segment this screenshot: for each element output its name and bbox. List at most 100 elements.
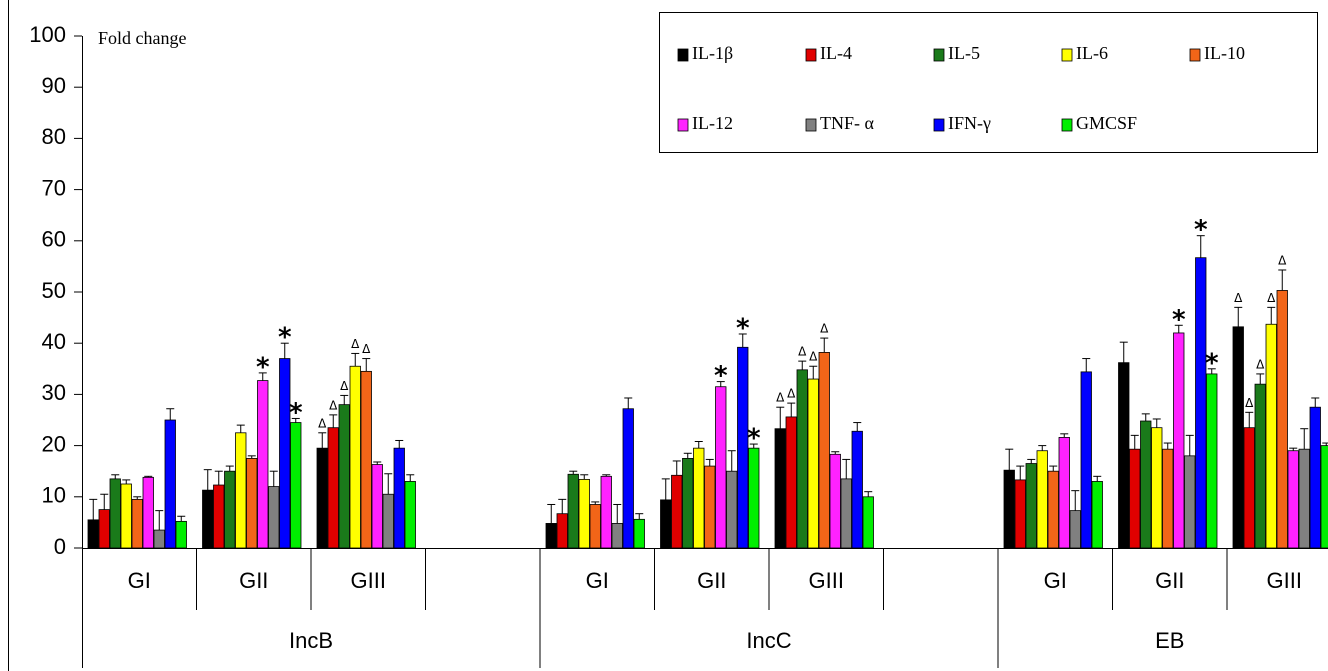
bar bbox=[589, 504, 601, 549]
error-bar bbox=[547, 503, 556, 524]
error-bar bbox=[1060, 433, 1069, 438]
error-bar bbox=[591, 501, 600, 505]
y-tick-label: 10 bbox=[42, 483, 66, 508]
bar bbox=[224, 470, 236, 549]
bar bbox=[829, 453, 841, 549]
error-bar bbox=[853, 422, 862, 432]
x-tick-label: GIII bbox=[809, 568, 844, 593]
bar bbox=[660, 499, 672, 549]
error-bar bbox=[749, 443, 758, 449]
bar bbox=[1287, 450, 1299, 549]
bar bbox=[98, 509, 110, 549]
error-bar bbox=[1278, 269, 1287, 291]
significance-marker: * bbox=[1205, 348, 1219, 378]
legend-swatch bbox=[1189, 48, 1201, 62]
legend-swatch bbox=[677, 48, 689, 62]
legend-label: IL-10 bbox=[1204, 43, 1245, 63]
significance-marker: * bbox=[289, 398, 303, 428]
bar bbox=[611, 523, 623, 549]
significance-marker: Δ bbox=[1245, 396, 1254, 410]
y-tick-label: 50 bbox=[42, 278, 66, 303]
bar bbox=[1140, 420, 1152, 549]
significance-marker: Δ bbox=[820, 322, 829, 336]
x-tick-label: GIII bbox=[1267, 568, 1302, 593]
bar bbox=[578, 478, 590, 549]
error-bar bbox=[280, 342, 289, 359]
significance-marker: * bbox=[736, 313, 750, 343]
error-bar bbox=[1027, 458, 1036, 464]
y-tick-label: 90 bbox=[42, 73, 66, 98]
bar bbox=[726, 470, 738, 549]
bar bbox=[142, 476, 154, 549]
error-bar bbox=[1005, 448, 1014, 471]
legend-swatch bbox=[1061, 118, 1073, 132]
bar bbox=[1162, 448, 1174, 549]
error-bar bbox=[727, 450, 736, 472]
error-bar bbox=[705, 458, 714, 467]
bar bbox=[1080, 371, 1092, 549]
bar bbox=[851, 430, 863, 549]
significance-marker: Δ bbox=[787, 387, 796, 401]
error-bar bbox=[1322, 442, 1328, 446]
error-bar bbox=[1016, 465, 1025, 480]
bar bbox=[246, 457, 258, 549]
error-bar bbox=[1152, 418, 1161, 428]
error-bar bbox=[1038, 445, 1047, 451]
error-bar bbox=[236, 424, 245, 433]
legend-label: IL-6 bbox=[1076, 43, 1108, 63]
error-bar bbox=[1234, 306, 1243, 327]
x-tick-label: GIII bbox=[351, 568, 386, 593]
legend-label: IL-5 bbox=[948, 43, 980, 63]
legend-box bbox=[659, 12, 1318, 153]
error-bar bbox=[1141, 413, 1150, 422]
error-bar bbox=[694, 441, 703, 449]
error-bar bbox=[661, 478, 670, 500]
error-bar bbox=[635, 513, 644, 520]
bar bbox=[131, 498, 143, 549]
significance-marker: Δ bbox=[351, 337, 360, 351]
bar bbox=[1206, 373, 1218, 549]
legend-swatch bbox=[805, 48, 817, 62]
error-bar bbox=[100, 493, 109, 510]
legend-label: IL-4 bbox=[820, 43, 852, 63]
error-bar bbox=[1093, 475, 1102, 482]
significance-marker: Δ bbox=[1234, 291, 1243, 305]
group-label: IncC bbox=[746, 628, 791, 653]
error-bar bbox=[613, 503, 622, 524]
bar bbox=[862, 496, 874, 549]
error-bar bbox=[683, 452, 692, 459]
error-bar bbox=[672, 460, 681, 476]
bar bbox=[153, 529, 165, 549]
bar bbox=[1003, 469, 1015, 549]
legend-swatch bbox=[677, 118, 689, 132]
significance-marker: Δ bbox=[318, 416, 327, 430]
error-bar bbox=[569, 470, 578, 475]
bar bbox=[393, 447, 405, 549]
error-bar bbox=[329, 414, 338, 428]
y-tick-label: 0 bbox=[54, 534, 66, 559]
bar bbox=[1036, 450, 1048, 549]
error-bar bbox=[155, 510, 164, 531]
error-bar bbox=[1300, 428, 1309, 450]
x-tick-label: GI bbox=[1044, 568, 1067, 593]
error-bar bbox=[820, 337, 829, 353]
y-tick-label: 80 bbox=[42, 124, 66, 149]
bar bbox=[213, 484, 225, 549]
bar bbox=[1232, 326, 1244, 549]
bar bbox=[774, 428, 786, 549]
significance-marker: Δ bbox=[1278, 253, 1287, 267]
bar bbox=[1118, 362, 1130, 549]
bar bbox=[382, 493, 394, 549]
bar bbox=[1254, 383, 1266, 549]
error-bar bbox=[291, 417, 300, 423]
error-bar bbox=[738, 333, 747, 348]
legend-swatch bbox=[933, 118, 945, 132]
bar bbox=[1309, 406, 1321, 549]
bar bbox=[268, 486, 280, 549]
significance-marker: Δ bbox=[809, 350, 818, 364]
error-bar bbox=[1174, 324, 1183, 333]
legend-swatch bbox=[1061, 48, 1073, 62]
error-bar bbox=[144, 475, 153, 478]
bar bbox=[316, 447, 328, 549]
